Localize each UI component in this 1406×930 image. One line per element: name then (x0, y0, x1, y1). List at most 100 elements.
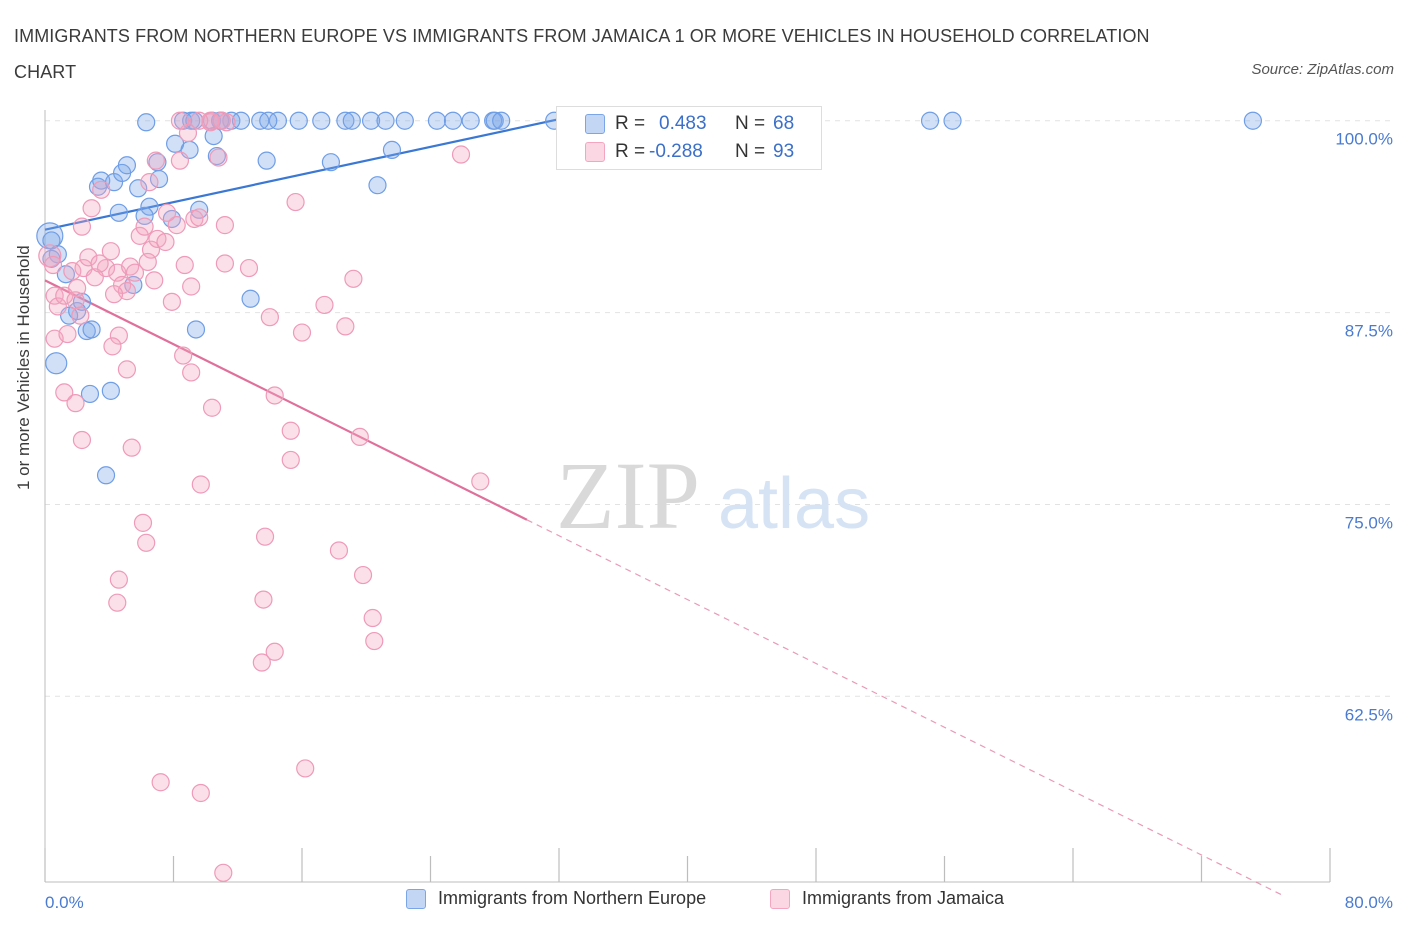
trend-lines (44, 118, 1283, 896)
source-label: Source: ZipAtlas.com (1251, 61, 1394, 78)
series-legend: Immigrants from Northern Europe Immigran… (0, 888, 1406, 916)
legend-item-northern-europe: Immigrants from Northern Europe (406, 888, 706, 909)
point-northern-europe (140, 197, 159, 216)
legend-label: Immigrants from Northern Europe (438, 888, 707, 908)
trend-line-jamaica (44, 279, 528, 521)
point-jamaica (45, 286, 64, 305)
point-northern-europe (117, 156, 137, 175)
stats-swatch-jamaica (585, 142, 605, 162)
chart-title: IMMIGRANTS FROM NORTHERN EUROPE VS IMMIG… (14, 26, 1150, 82)
point-jamaica (350, 427, 369, 447)
point-jamaica (281, 450, 300, 470)
point-jamaica (109, 570, 128, 589)
point-northern-europe (80, 384, 100, 404)
point-jamaica (121, 257, 140, 276)
point-northern-europe (461, 111, 480, 130)
point-jamaica (58, 324, 77, 344)
stats-n-label: N = (735, 141, 766, 162)
point-jamaica (175, 255, 194, 275)
point-northern-europe (395, 111, 414, 130)
point-jamaica (209, 148, 228, 167)
point-jamaica (151, 773, 170, 792)
stats-n-label: N = (735, 113, 766, 134)
point-jamaica (344, 269, 363, 288)
stats-swatch-northern-europe (585, 114, 605, 134)
stats-legend: R = 0.483 N = 68 R = -0.288 N = 93 (556, 106, 822, 170)
point-jamaica (79, 248, 98, 267)
point-northern-europe (336, 111, 355, 130)
point-jamaica (85, 268, 104, 287)
point-jamaica (135, 217, 154, 236)
point-northern-europe (485, 111, 504, 130)
point-jamaica (71, 306, 90, 325)
point-jamaica (133, 513, 153, 532)
stats-r-value: 0.483 (659, 113, 707, 134)
point-northern-europe (289, 111, 308, 130)
point-northern-europe (45, 352, 68, 375)
point-jamaica (292, 323, 312, 342)
point-jamaica (265, 642, 284, 661)
gridlines (45, 120, 1390, 697)
point-northern-europe (312, 111, 331, 130)
point-jamaica (137, 533, 156, 552)
point-northern-europe (920, 111, 940, 130)
point-northern-europe (492, 111, 511, 130)
point-jamaica (202, 398, 222, 417)
point-northern-europe (129, 179, 148, 198)
point-jamaica (296, 759, 315, 778)
point-jamaica (471, 472, 490, 491)
point-northern-europe (368, 176, 387, 195)
point-northern-europe (162, 209, 181, 229)
x-tick-labels: 0.0% 80.0% (45, 893, 1393, 912)
watermark-atlas: atlas (718, 464, 870, 544)
point-jamaica (167, 216, 186, 235)
point-northern-europe (137, 113, 156, 132)
point-northern-europe (204, 126, 223, 146)
point-northern-europe (321, 153, 341, 172)
point-jamaica (146, 151, 165, 170)
point-northern-europe (443, 111, 463, 130)
point-jamaica (109, 326, 128, 345)
point-jamaica (162, 292, 181, 311)
point-jamaica (336, 317, 355, 336)
point-northern-europe (1243, 111, 1263, 130)
point-northern-europe (259, 111, 278, 130)
trend-line-extension-jamaica (526, 519, 1283, 896)
point-jamaica (191, 475, 210, 494)
point-jamaica (451, 145, 471, 164)
point-northern-europe (257, 151, 276, 170)
point-jamaica (140, 173, 159, 192)
point-jamaica (117, 360, 137, 379)
y-axis-label: 1 or more Vehicles in Household (14, 245, 33, 490)
point-northern-europe (109, 203, 128, 222)
point-northern-europe (361, 111, 381, 130)
point-jamaica (122, 438, 141, 457)
point-jamaica (215, 216, 234, 235)
point-jamaica (182, 277, 201, 296)
point-jamaica (92, 180, 111, 199)
point-jamaica (191, 783, 210, 803)
legend-swatch (770, 888, 790, 909)
point-northern-europe (943, 111, 962, 130)
point-jamaica (286, 192, 305, 212)
stats-r-label: R = (615, 113, 646, 134)
point-jamaica (170, 151, 190, 170)
point-northern-europe (166, 134, 185, 153)
point-jamaica (190, 208, 209, 227)
point-jamaica (212, 111, 231, 130)
point-jamaica (156, 232, 175, 252)
watermark-zip: ZIP (556, 442, 700, 549)
point-northern-europe (72, 292, 92, 311)
watermark: ZIP atlas (556, 442, 870, 549)
point-jamaica (329, 541, 349, 560)
point-jamaica (265, 386, 284, 405)
x-tick-label: 80.0% (1345, 893, 1393, 912)
point-jamaica (55, 383, 74, 402)
point-northern-europe (376, 111, 395, 130)
point-jamaica (157, 203, 177, 222)
point-northern-europe (190, 200, 209, 219)
point-jamaica (239, 258, 259, 278)
point-jamaica (103, 337, 122, 356)
point-jamaica (72, 430, 92, 450)
point-jamaica (190, 111, 209, 130)
